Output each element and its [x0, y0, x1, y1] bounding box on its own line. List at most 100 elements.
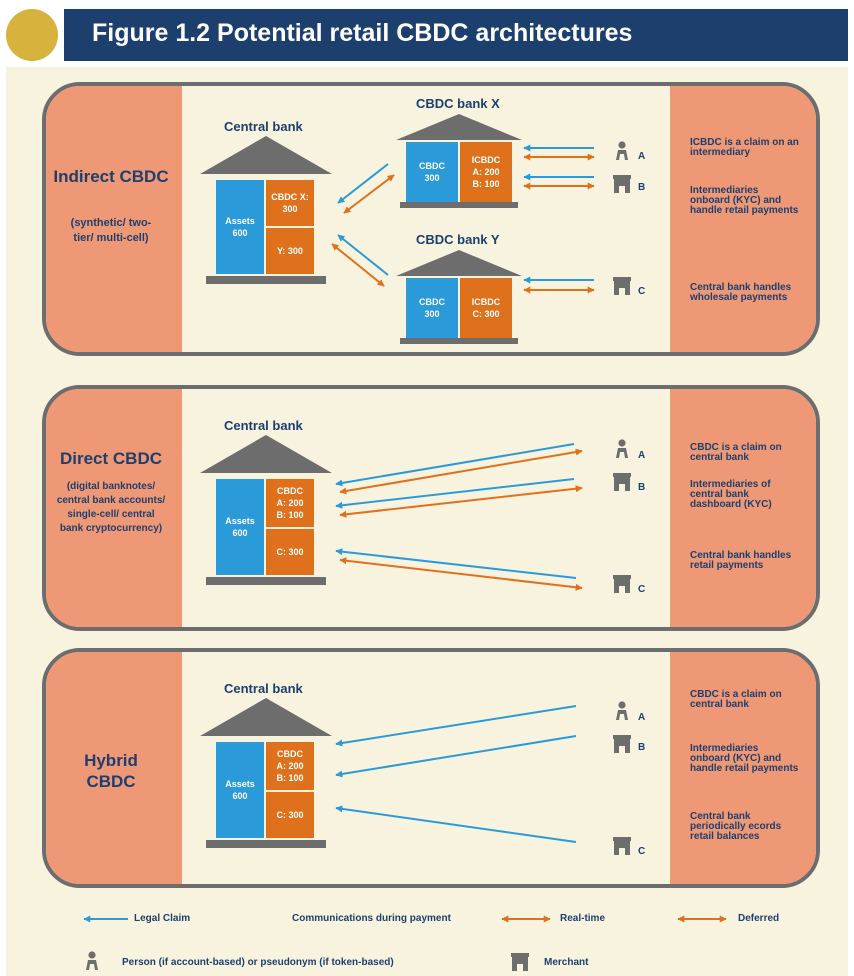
- bank-base: [400, 338, 518, 344]
- assets-label: Assets: [225, 779, 255, 789]
- assets-label: Assets: [225, 216, 255, 226]
- indirect-subtitle: (synthetic/ two-tier/ multi-cell): [70, 217, 152, 244]
- arrow-a-direct-blue: [335, 443, 575, 487]
- hybrid-note-2: Intermediaries onboard (KYC) and handle …: [690, 743, 799, 774]
- bank-x: CBDC 300 ICBDC A: 200 B: 100: [396, 114, 522, 208]
- arrow-b-direct-orange: [339, 485, 583, 518]
- assets-box: Assets 600: [216, 479, 264, 575]
- cbdc-value: 300: [424, 309, 440, 319]
- bank-x-cbdc-box: CBDC 300: [406, 142, 458, 202]
- direct-tag-b: B: [638, 482, 646, 493]
- arrow-cb-bank-x-blue: [337, 163, 389, 204]
- indirect-note-2: Intermediaries onboard (KYC) and handle …: [690, 185, 799, 216]
- bank-roof: [396, 114, 522, 140]
- cbdc-label: CBDC: [419, 297, 445, 307]
- cbdc-x-box: CBDC X: 300: [266, 180, 314, 226]
- icbdc-b-value: B: 100: [472, 179, 500, 189]
- assets-value: 600: [232, 791, 248, 801]
- legend-merchant: Merchant: [544, 957, 589, 968]
- bank-base: [206, 840, 326, 848]
- header-dot: [6, 9, 58, 61]
- cbdc-label: CBDC: [277, 749, 303, 759]
- cbdc-b-value: B: 100: [276, 773, 304, 783]
- indirect-note-1: ICBDC is a claim on an intermediary: [690, 137, 799, 158]
- title-bar: Figure 1.2 Potential retail CBDC archite…: [64, 9, 848, 61]
- cbdc-label: CBDC: [277, 486, 303, 496]
- direct-note-2: Intermediaries of central bank dashboard…: [690, 479, 772, 510]
- arrow-c-direct-orange: [339, 557, 583, 591]
- cbdc-a-value: A: 200: [276, 498, 304, 508]
- cbdc-a-value: A: 200: [276, 761, 304, 771]
- person-icon: [616, 701, 628, 720]
- assets-value: 600: [232, 228, 248, 238]
- arrow-c-hybrid-blue: [335, 805, 577, 843]
- arrow-cb-bank-x-orange: [343, 174, 395, 214]
- arrow-cb-bank-y-orange: [331, 243, 385, 287]
- y-value: Y: 300: [277, 246, 303, 256]
- cbdc-c-box: C: 300: [266, 792, 314, 838]
- direct-subtitle: (digital banknotes/ central bank account…: [56, 481, 166, 534]
- hybrid-section: [42, 648, 820, 888]
- merchant-icon: [613, 575, 631, 593]
- hybrid-title-tab: [46, 652, 182, 884]
- assets-value: 600: [232, 528, 248, 538]
- figure-title: Figure 1.2 Potential retail CBDC archite…: [92, 19, 633, 47]
- bank-roof: [200, 136, 332, 174]
- cbdc-x-value: CBDC X: 300: [271, 192, 309, 214]
- cbdc-ab-box: CBDC A: 200 B: 100: [266, 479, 314, 527]
- assets-box: Assets 600: [216, 180, 264, 274]
- arrow-a-direct-orange: [339, 448, 583, 495]
- legend-deferred: Deferred: [738, 913, 780, 924]
- legend-person: Person (if account-based) or pseudonym (…: [122, 957, 394, 968]
- bank-y-icbdc-box: ICBDC C: 300: [460, 278, 512, 338]
- cbdc-c-value: C: 300: [276, 810, 304, 820]
- indirect-tag-b: B: [638, 182, 646, 193]
- indirect-central-bank: Assets 600 CBDC X: 300 Y: 300: [200, 136, 332, 284]
- assets-box: Assets 600: [216, 742, 264, 838]
- indirect-title-tab: [46, 86, 182, 352]
- legend-real-time: Real-time: [560, 913, 606, 924]
- indirect-tag-a: A: [638, 151, 646, 162]
- merchant-icon: [613, 175, 631, 193]
- merchant-icon: [613, 735, 631, 753]
- hybrid-tag-a: A: [638, 712, 646, 723]
- bank-x-icbdc-box: ICBDC A: 200 B: 100: [460, 142, 512, 202]
- icbdc-c-value: C: 300: [472, 309, 500, 319]
- assets-label: Assets: [225, 516, 255, 526]
- hybrid-notes-tab: [670, 652, 816, 884]
- person-icon: [616, 141, 628, 160]
- arrow-a-hybrid-blue: [335, 705, 577, 747]
- hybrid-note-1: CBDC is a claim on central bank: [690, 689, 782, 710]
- hybrid-central-bank-label: Central bank: [224, 681, 303, 696]
- cbdc-b-value: B: 100: [276, 510, 304, 520]
- direct-tag-c: C: [638, 584, 646, 595]
- bank-roof: [200, 435, 332, 473]
- indirect-title: Indirect CBDC: [53, 167, 169, 186]
- cbdc-c-value: C: 300: [276, 547, 304, 557]
- bank-base: [206, 577, 326, 585]
- direct-title-tab: [46, 389, 182, 627]
- cbdc-label: CBDC: [419, 161, 445, 171]
- cbdc-c-box: C: 300: [266, 529, 314, 575]
- cbdc-value: 300: [424, 173, 440, 183]
- arrow-b-hybrid-blue: [335, 735, 577, 778]
- hybrid-tag-b: B: [638, 742, 646, 753]
- legend-legal-claim: Legal Claim: [134, 913, 191, 924]
- legend-merchant-icon: [511, 953, 529, 971]
- bank-base: [206, 276, 326, 284]
- bank-y-cbdc-box: CBDC 300: [406, 278, 458, 338]
- indirect-notes-tab: [670, 86, 816, 352]
- legend-person-icon: [86, 951, 98, 970]
- indirect-note-3: Central bank handles wholesale payments: [690, 282, 792, 303]
- hybrid-central-bank: Assets 600 CBDC A: 200 B: 100 C: 300: [200, 698, 332, 848]
- direct-note-3: Central bank handles retail payments: [690, 550, 792, 571]
- person-icon: [616, 439, 628, 458]
- hybrid-note-3: Central bank periodically ecords retail …: [690, 811, 782, 842]
- indirect-tag-c: C: [638, 286, 646, 297]
- y-box: Y: 300: [266, 228, 314, 274]
- bank-x-label: CBDC bank X: [416, 96, 500, 111]
- bank-roof: [396, 250, 522, 276]
- icbdc-label: ICBDC: [471, 155, 501, 165]
- bank-y-label: CBDC bank Y: [416, 232, 500, 247]
